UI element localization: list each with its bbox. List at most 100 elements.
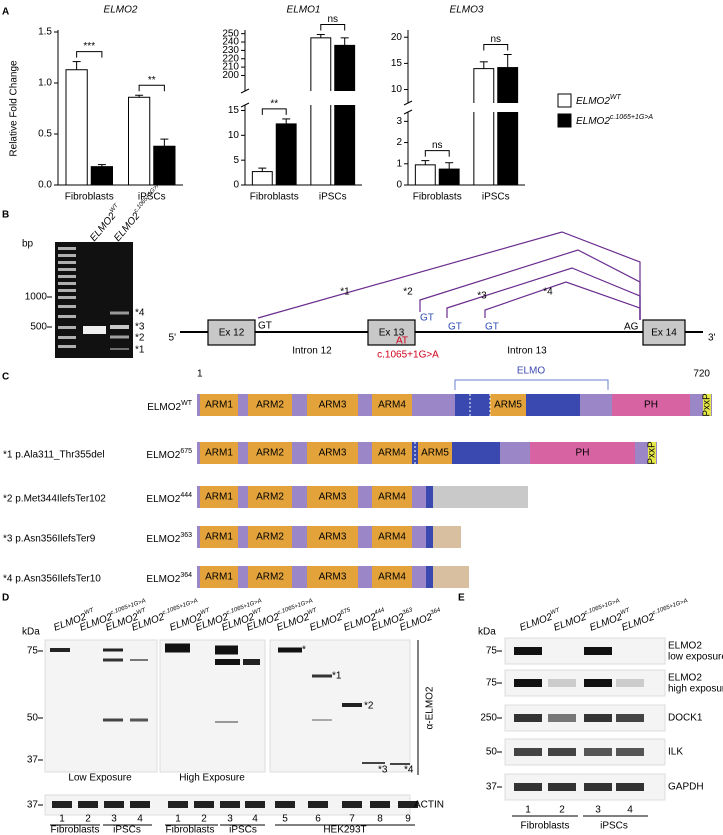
significance-bracket xyxy=(261,108,287,115)
domain-label: ARM3 xyxy=(319,400,347,411)
loading-label: ACTIN xyxy=(414,800,444,811)
splice-path xyxy=(419,249,641,320)
chart-title: ELMO2 xyxy=(104,5,138,16)
panel-label: B xyxy=(2,210,9,221)
chart-title: ELMO3 xyxy=(450,5,484,16)
ladder-band xyxy=(58,268,76,271)
group-label: Fibroblasts xyxy=(51,825,100,835)
significance-label: *** xyxy=(83,41,95,52)
lane-number: 8 xyxy=(377,814,383,825)
lane-number: 5 xyxy=(282,814,288,825)
lane-number: 1 xyxy=(175,814,181,825)
row-label-gene: ELMO2 xyxy=(146,574,180,585)
ladder-band xyxy=(58,254,76,257)
significance-label: ns xyxy=(327,14,338,25)
blot-band xyxy=(312,719,332,721)
blot-band xyxy=(514,679,542,687)
antibody-label: α-ELMO2 xyxy=(425,686,436,729)
blot-band xyxy=(390,763,410,765)
exon-label: Ex 14 xyxy=(651,328,677,339)
domain-label: ARM4 xyxy=(378,492,406,503)
sequence-start: 1 xyxy=(197,369,203,380)
lane-header-sup: 364 xyxy=(430,607,442,616)
significance-bracket xyxy=(424,150,450,157)
splice-path xyxy=(446,267,641,320)
lane-number: 7 xyxy=(349,814,355,825)
lane-number: 4 xyxy=(627,805,633,816)
y-tick-label: 210 xyxy=(222,62,239,73)
domain xyxy=(200,394,238,416)
y-tick-label: 10 xyxy=(391,84,403,95)
ladder-band xyxy=(58,336,76,339)
lane-header-gene: ELMO2 xyxy=(308,611,344,633)
group-label: Fibroblasts xyxy=(166,825,215,835)
mutation-label: c.1065+1G>A xyxy=(377,350,439,361)
domain xyxy=(248,526,292,548)
row-label-gene: ELMO2 xyxy=(146,450,180,461)
row-note: low exposure xyxy=(668,652,723,663)
blot-band xyxy=(78,801,98,808)
domain xyxy=(612,394,690,416)
lane-header-gene: ELMO2 xyxy=(552,611,588,633)
bar xyxy=(438,168,460,186)
splice-site: GT xyxy=(448,322,462,333)
blot-band xyxy=(50,648,70,652)
domain xyxy=(426,526,433,548)
x-tick-label: Fibroblasts xyxy=(413,192,462,203)
x-tick-label: iPSCs xyxy=(138,192,166,203)
row-label: ELMO2675 xyxy=(146,448,192,461)
blot-band xyxy=(548,748,576,756)
lane-header-sup: WT xyxy=(136,607,148,616)
splice-site: AG xyxy=(624,322,639,333)
blot-band xyxy=(370,801,390,808)
significance-bracket xyxy=(76,51,103,58)
splice-label: *3 xyxy=(477,291,487,302)
blot-band xyxy=(168,801,188,808)
blot-band xyxy=(362,762,385,764)
domain xyxy=(412,442,418,464)
end-label: 3' xyxy=(708,333,716,344)
ladder-band xyxy=(58,326,76,329)
y-tick-label: 2 xyxy=(396,137,402,148)
marker-label: 37 xyxy=(27,800,39,811)
domain-label: ARM2 xyxy=(256,448,284,459)
y-tick-label: 15 xyxy=(391,58,403,69)
lane-number: 3 xyxy=(227,814,233,825)
y-tick-label: 200 xyxy=(222,70,239,81)
blot-band xyxy=(165,643,190,653)
lane-header-sup: WT xyxy=(109,202,120,214)
domain xyxy=(426,486,433,508)
exon-label: Ex 12 xyxy=(219,328,245,339)
gel-band xyxy=(110,348,129,350)
blot-band xyxy=(194,801,214,808)
splice-site: GT xyxy=(258,321,272,332)
group-label: Fibroblasts xyxy=(521,821,570,832)
domain xyxy=(526,394,580,416)
domain xyxy=(490,394,526,416)
domain-label: ARM2 xyxy=(256,400,284,411)
break-mark xyxy=(240,102,250,108)
blot-band xyxy=(514,647,542,655)
panel-label: A xyxy=(2,7,9,18)
blot-band xyxy=(275,801,295,808)
group-label: iPSCs xyxy=(113,825,141,835)
domain xyxy=(200,566,238,588)
bar xyxy=(65,69,88,186)
panel-label: D xyxy=(2,593,9,604)
domain-label: ARM2 xyxy=(256,492,284,503)
domain xyxy=(307,394,358,416)
domain xyxy=(372,394,412,416)
domain-label: PxxP xyxy=(647,441,658,465)
legend-label-sup: WT xyxy=(610,94,622,101)
bar xyxy=(153,145,176,186)
splice-label: *4 xyxy=(543,287,553,298)
y-tick-label: 0 xyxy=(396,180,402,191)
gel-band xyxy=(110,335,129,339)
domain xyxy=(455,394,490,416)
domain xyxy=(426,566,433,588)
marker-label: 50 xyxy=(486,747,498,758)
domain-label: PH xyxy=(644,400,658,411)
bar xyxy=(128,96,151,186)
domain xyxy=(530,442,635,464)
exposure-label: High Exposure xyxy=(179,773,245,784)
